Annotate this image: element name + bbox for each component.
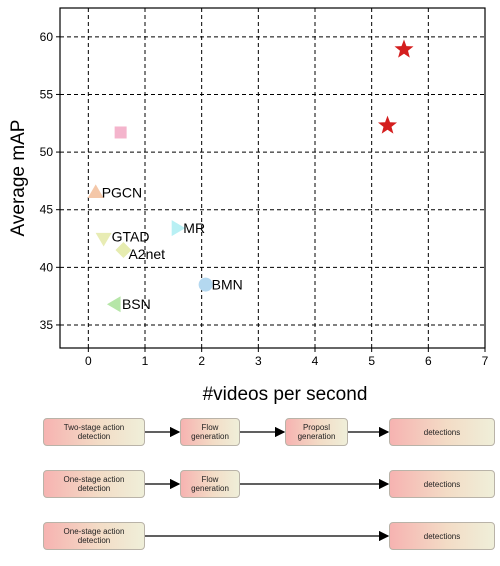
point-label-mr: MR xyxy=(183,220,205,236)
point-a2net-marker xyxy=(115,242,132,259)
y-tick-label: 45 xyxy=(40,203,54,217)
x-tick-label: 5 xyxy=(368,354,375,368)
x-axis-label: #videos per second xyxy=(203,384,368,405)
step-detections: detections xyxy=(389,470,495,498)
y-tick-label: 60 xyxy=(40,30,54,44)
point-star-marker xyxy=(378,115,397,134)
point-label-pgcn: PGCN xyxy=(102,184,142,200)
point-gtad-marker xyxy=(95,232,112,247)
x-tick-label: 6 xyxy=(425,354,432,368)
point-pgcn-marker xyxy=(87,184,104,199)
point-label-gtad: GTAD xyxy=(112,229,150,245)
point-label-bmn: BMN xyxy=(212,277,243,293)
point-bsn-marker xyxy=(106,296,121,313)
y-axis-label: Average mAP xyxy=(8,120,29,237)
step-one-stage-detection: One-stage action detection xyxy=(43,522,145,550)
x-tick-label: 2 xyxy=(198,354,205,368)
point-square-marker xyxy=(114,126,127,139)
x-tick-label: 3 xyxy=(255,354,262,368)
point-mr-marker xyxy=(171,220,186,237)
step-flow-generation: Flow generation xyxy=(180,418,240,446)
step-detections: detections xyxy=(389,418,495,446)
chart-grid xyxy=(60,8,486,348)
point-star-marker xyxy=(394,39,414,58)
plot-frame xyxy=(59,7,486,349)
step-detections: detections xyxy=(389,522,495,550)
step-one-stage-detection: One-stage action detection xyxy=(43,470,145,498)
point-label-a2net: A2net xyxy=(128,246,165,262)
y-tick-label: 55 xyxy=(40,87,54,101)
x-tick-label: 4 xyxy=(312,354,319,368)
point-bmn-marker xyxy=(198,277,213,292)
x-tick-label: 7 xyxy=(482,354,489,368)
y-tick-label: 40 xyxy=(40,260,54,274)
x-tick-label: 0 xyxy=(85,354,92,368)
y-tick-label: 50 xyxy=(40,145,54,159)
point-label-bsn: BSN xyxy=(122,296,151,312)
x-tick-label: 1 xyxy=(142,354,149,368)
step-proposal-generation: Proposl generation xyxy=(285,418,348,446)
step-two-stage-detection: Two-stage action detection xyxy=(43,418,145,446)
step-flow-generation: Flow generation xyxy=(180,470,240,498)
y-tick-label: 35 xyxy=(40,318,54,332)
